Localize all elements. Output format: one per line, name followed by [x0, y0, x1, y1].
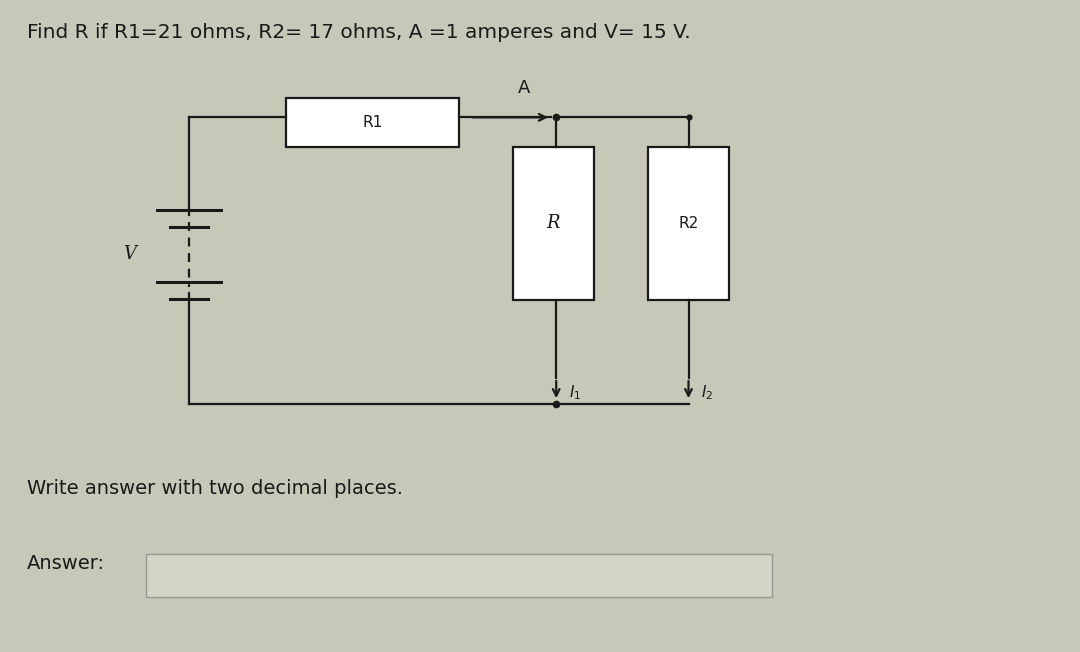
Bar [513, 147, 594, 300]
Text: A: A [517, 79, 530, 97]
Text: $I_2$: $I_2$ [702, 383, 714, 402]
Bar [146, 554, 772, 597]
Text: R1: R1 [363, 115, 382, 130]
Text: Write answer with two decimal places.: Write answer with two decimal places. [27, 479, 403, 498]
Text: $I_1$: $I_1$ [569, 383, 581, 402]
Text: Find R if R1=21 ohms, R2= 17 ohms, A =1 amperes and V= 15 V.: Find R if R1=21 ohms, R2= 17 ohms, A =1 … [27, 23, 690, 42]
Bar [648, 147, 729, 300]
Text: V: V [123, 245, 136, 263]
Text: R: R [546, 215, 561, 232]
Bar [286, 98, 459, 147]
Text: Answer:: Answer: [27, 554, 105, 574]
Text: R2: R2 [678, 216, 699, 231]
